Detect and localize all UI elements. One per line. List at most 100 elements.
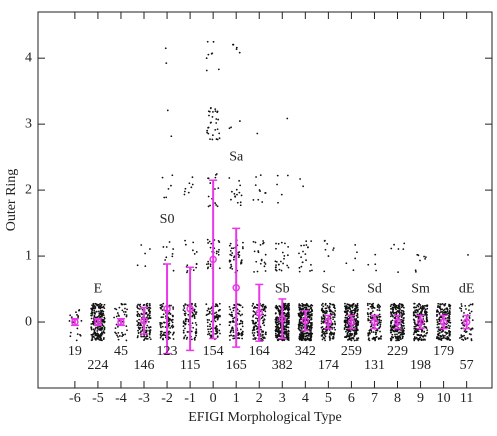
data-point [216, 328, 219, 330]
data-point [160, 326, 162, 329]
data-point [263, 265, 266, 268]
data-point [241, 332, 243, 335]
type-label: Sd [367, 281, 382, 296]
data-point [393, 306, 395, 309]
data-point [356, 312, 359, 315]
data-point [215, 311, 218, 314]
data-point [370, 325, 373, 327]
data-point [333, 333, 335, 336]
data-point [209, 334, 212, 337]
data-point [205, 263, 208, 266]
data-point [349, 334, 352, 336]
data-point [261, 305, 264, 308]
data-point [117, 336, 119, 338]
data-point [100, 310, 103, 313]
data-point [148, 312, 151, 315]
data-point [72, 321, 75, 324]
data-point [310, 308, 313, 311]
data-point [347, 303, 350, 306]
data-point [283, 257, 285, 260]
data-point [280, 269, 283, 272]
data-point [328, 308, 331, 311]
data-point [149, 326, 152, 328]
type-label: dE [459, 281, 475, 296]
data-point [355, 324, 358, 327]
data-point [414, 270, 417, 273]
data-point [283, 312, 286, 315]
data-point [286, 117, 289, 120]
data-point [444, 334, 446, 337]
data-point [285, 307, 288, 310]
type-label: S0 [160, 212, 175, 227]
data-point [436, 321, 439, 323]
data-point [163, 321, 166, 324]
data-point [395, 339, 397, 342]
data-point [141, 326, 144, 329]
data-point [462, 339, 465, 341]
data-point [378, 313, 381, 316]
data-point [371, 316, 374, 319]
data-point [237, 334, 240, 337]
data-point [125, 314, 128, 317]
data-point [299, 324, 302, 327]
data-point [370, 305, 373, 308]
data-point [470, 310, 473, 313]
data-point [391, 319, 394, 322]
data-point [102, 331, 105, 334]
data-point [297, 314, 300, 316]
data-point [91, 337, 94, 339]
data-point [368, 319, 370, 322]
data-point [425, 316, 428, 319]
data-point [102, 330, 105, 332]
data-point [309, 321, 312, 324]
data-point [148, 314, 151, 317]
data-point [398, 304, 400, 306]
data-point [229, 267, 232, 269]
data-point [172, 308, 175, 310]
plot-frame [37, 11, 493, 389]
data-point [397, 248, 400, 250]
data-point [380, 337, 382, 340]
data-point [285, 331, 288, 334]
data-point [182, 309, 185, 311]
data-point [298, 306, 300, 309]
data-point [213, 312, 216, 315]
count-label: 19 [68, 344, 82, 359]
data-point [90, 307, 93, 310]
data-point [159, 330, 162, 333]
data-point [209, 265, 212, 268]
data-point [306, 334, 309, 337]
data-point [320, 318, 323, 320]
data-point [160, 303, 163, 306]
data-point [304, 332, 307, 335]
data-point [275, 316, 278, 319]
data-point [255, 328, 258, 330]
data-point [183, 307, 186, 309]
data-point [320, 309, 323, 311]
data-point [330, 331, 332, 334]
data-point [310, 331, 312, 334]
data-point [76, 327, 79, 330]
data-point [307, 324, 310, 327]
data-point [96, 330, 99, 332]
data-point [242, 241, 244, 244]
data-point [378, 318, 381, 321]
data-point [320, 304, 323, 306]
data-point [142, 335, 144, 338]
data-point [101, 332, 103, 335]
data-point [166, 109, 169, 112]
data-point [447, 338, 450, 340]
data-point [445, 337, 448, 340]
data-point [118, 335, 121, 337]
data-point [183, 310, 186, 313]
data-point [287, 329, 290, 332]
data-point [345, 336, 348, 339]
data-point [324, 248, 327, 251]
data-point [424, 334, 427, 337]
data-point [160, 307, 162, 310]
data-point [415, 315, 418, 318]
data-point [274, 321, 277, 324]
count-label: 342 [295, 344, 316, 359]
data-point [416, 323, 418, 326]
data-point [419, 336, 422, 339]
